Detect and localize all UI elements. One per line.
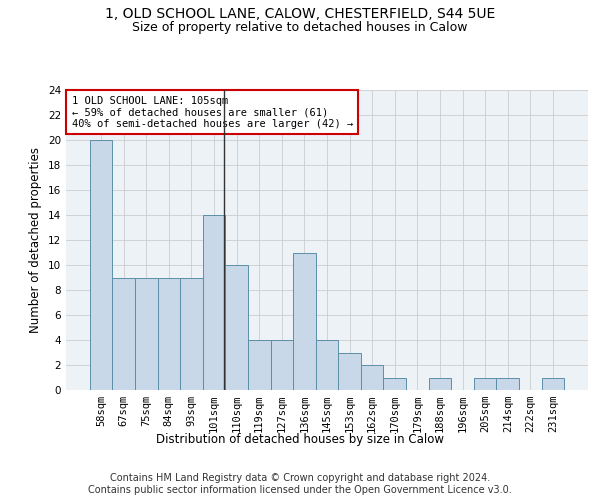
Bar	[158, 278, 180, 390]
Text: Contains HM Land Registry data © Crown copyright and database right 2024.
Contai: Contains HM Land Registry data © Crown c…	[88, 474, 512, 495]
Bar	[248, 340, 271, 390]
Text: Size of property relative to detached houses in Calow: Size of property relative to detached ho…	[132, 21, 468, 34]
Bar	[338, 352, 361, 390]
Text: 1 OLD SCHOOL LANE: 105sqm
← 59% of detached houses are smaller (61)
40% of semi-: 1 OLD SCHOOL LANE: 105sqm ← 59% of detac…	[71, 96, 353, 129]
Y-axis label: Number of detached properties: Number of detached properties	[29, 147, 43, 333]
Bar	[428, 378, 451, 390]
Text: Distribution of detached houses by size in Calow: Distribution of detached houses by size …	[156, 432, 444, 446]
Bar	[496, 378, 519, 390]
Bar	[203, 215, 226, 390]
Bar	[135, 278, 158, 390]
Bar	[112, 278, 135, 390]
Bar	[383, 378, 406, 390]
Bar	[474, 378, 496, 390]
Bar	[293, 252, 316, 390]
Bar	[542, 378, 564, 390]
Bar	[226, 265, 248, 390]
Bar	[180, 278, 203, 390]
Bar	[90, 140, 112, 390]
Bar	[271, 340, 293, 390]
Bar	[316, 340, 338, 390]
Bar	[361, 365, 383, 390]
Text: 1, OLD SCHOOL LANE, CALOW, CHESTERFIELD, S44 5UE: 1, OLD SCHOOL LANE, CALOW, CHESTERFIELD,…	[105, 8, 495, 22]
